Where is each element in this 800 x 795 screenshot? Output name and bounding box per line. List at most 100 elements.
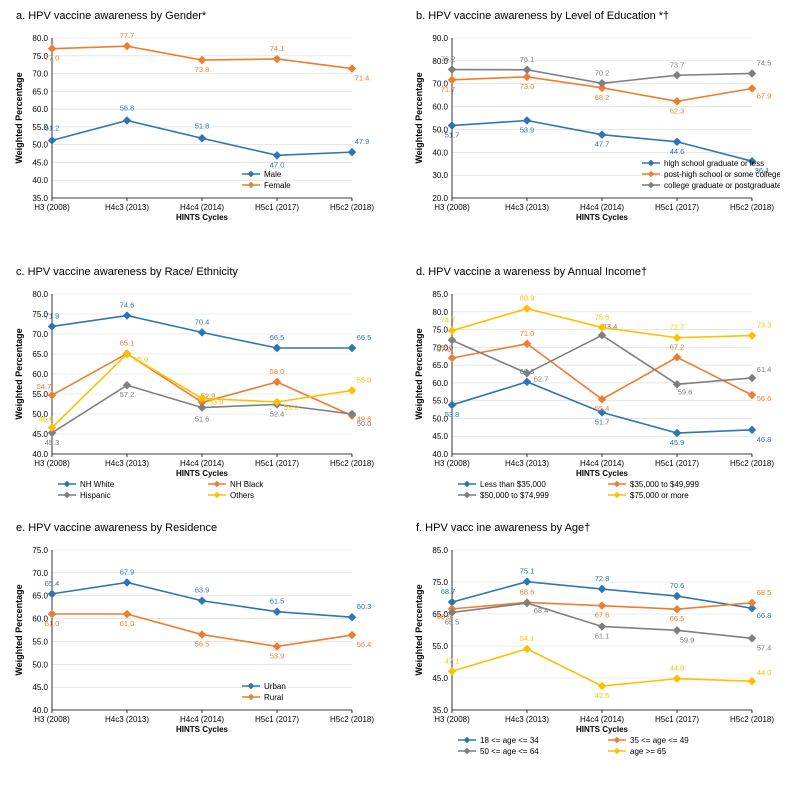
- svg-text:H5c2 (2018): H5c2 (2018): [730, 459, 774, 468]
- svg-text:54.1: 54.1: [520, 634, 535, 643]
- svg-text:45.0: 45.0: [32, 683, 48, 692]
- svg-text:71.0: 71.0: [520, 329, 535, 338]
- svg-text:60.0: 60.0: [32, 370, 48, 379]
- svg-text:71.7: 71.7: [441, 85, 456, 94]
- svg-text:35 <= age <= 49: 35 <= age <= 49: [630, 736, 689, 745]
- svg-text:Hispanic: Hispanic: [80, 491, 111, 500]
- svg-text:40.0: 40.0: [32, 450, 48, 459]
- svg-text:80.9: 80.9: [520, 294, 535, 303]
- svg-text:55.0: 55.0: [432, 397, 448, 406]
- svg-text:30.0: 30.0: [432, 171, 448, 180]
- panel-title-b: b. HPV vaccine awareness by Level of Edu…: [416, 10, 790, 22]
- svg-text:50.0: 50.0: [357, 419, 372, 428]
- svg-text:55.4: 55.4: [595, 404, 610, 413]
- svg-text:H5c1 (2017): H5c1 (2017): [255, 459, 299, 468]
- svg-text:46.8: 46.8: [757, 435, 772, 444]
- svg-text:H5c1 (2017): H5c1 (2017): [655, 715, 699, 724]
- svg-text:40.0: 40.0: [32, 706, 48, 715]
- svg-text:75.0: 75.0: [432, 578, 448, 587]
- chart-a: 35.040.045.050.055.060.065.070.075.080.0…: [10, 26, 380, 256]
- svg-text:65.0: 65.0: [32, 350, 48, 359]
- svg-text:Less than $35,000: Less than $35,000: [480, 480, 546, 489]
- svg-text:55.0: 55.0: [32, 390, 48, 399]
- svg-text:60.0: 60.0: [432, 103, 448, 112]
- svg-text:H5c1 (2017): H5c1 (2017): [655, 459, 699, 468]
- svg-text:62.7: 62.7: [534, 374, 549, 383]
- svg-text:Others: Others: [230, 491, 254, 500]
- svg-text:66.5: 66.5: [270, 333, 285, 342]
- svg-text:70.0: 70.0: [32, 330, 48, 339]
- svg-text:Male: Male: [264, 170, 282, 179]
- svg-text:65.0: 65.0: [32, 87, 48, 96]
- svg-text:Weighted Percentage: Weighted Percentage: [414, 328, 424, 419]
- svg-text:65.5: 65.5: [445, 617, 460, 626]
- svg-text:72.7: 72.7: [670, 323, 685, 332]
- svg-text:HINTS Cycles: HINTS Cycles: [176, 725, 229, 734]
- svg-text:70.0: 70.0: [32, 70, 48, 79]
- svg-text:40.0: 40.0: [32, 176, 48, 185]
- panel-title-f: f. HPV vacc ine awareness by Age†: [416, 522, 790, 534]
- svg-text:56.5: 56.5: [195, 640, 210, 649]
- svg-text:H5c2 (2018): H5c2 (2018): [330, 459, 374, 468]
- svg-text:68.7: 68.7: [441, 587, 456, 596]
- svg-text:44.6: 44.6: [670, 147, 685, 156]
- svg-text:68.4: 68.4: [534, 606, 549, 615]
- svg-text:58.0: 58.0: [270, 367, 285, 376]
- svg-text:H5c2 (2018): H5c2 (2018): [730, 203, 774, 212]
- svg-text:61.0: 61.0: [45, 619, 60, 628]
- svg-text:73.8: 73.8: [195, 65, 210, 74]
- svg-text:$50,000 to $74,999: $50,000 to $74,999: [480, 491, 550, 500]
- svg-text:high school graduate or less: high school graduate or less: [664, 159, 764, 168]
- svg-text:65.0: 65.0: [32, 592, 48, 601]
- svg-text:70.2: 70.2: [595, 68, 610, 77]
- svg-text:45.3: 45.3: [45, 438, 60, 447]
- svg-text:80.0: 80.0: [32, 290, 48, 299]
- svg-text:51.6: 51.6: [195, 415, 210, 424]
- svg-text:74.6: 74.6: [120, 301, 135, 310]
- svg-text:70.6: 70.6: [670, 581, 685, 590]
- svg-text:47.9: 47.9: [355, 137, 370, 146]
- svg-text:H3 (2008): H3 (2008): [434, 203, 470, 212]
- svg-text:20.0: 20.0: [432, 194, 448, 203]
- svg-text:60.0: 60.0: [32, 105, 48, 114]
- svg-text:61.5: 61.5: [270, 597, 285, 606]
- svg-text:post-high school or some colle: post-high school or some college: [664, 170, 780, 179]
- svg-text:H3 (2008): H3 (2008): [34, 459, 70, 468]
- svg-text:74.5: 74.5: [757, 58, 772, 67]
- svg-text:Weighted Percentage: Weighted Percentage: [414, 72, 424, 163]
- svg-text:77.7: 77.7: [120, 31, 135, 40]
- svg-text:90.0: 90.0: [432, 34, 448, 43]
- svg-text:62.3: 62.3: [670, 106, 685, 115]
- svg-text:Weighted Percentage: Weighted Percentage: [14, 584, 24, 675]
- svg-text:35.0: 35.0: [32, 194, 48, 203]
- svg-text:H3 (2008): H3 (2008): [434, 459, 470, 468]
- svg-text:H5c1 (2017): H5c1 (2017): [255, 715, 299, 724]
- svg-text:85.0: 85.0: [432, 290, 448, 299]
- svg-text:67.6: 67.6: [595, 611, 610, 620]
- svg-text:45.0: 45.0: [432, 674, 448, 683]
- svg-text:66.8: 66.8: [757, 611, 772, 620]
- svg-text:75.0: 75.0: [432, 326, 448, 335]
- panel-f: f. HPV vacc ine awareness by Age†35.045.…: [410, 522, 790, 768]
- svg-text:45.0: 45.0: [32, 158, 48, 167]
- svg-text:65.4: 65.4: [45, 579, 60, 588]
- svg-text:44.8: 44.8: [670, 664, 685, 673]
- svg-text:H5c1 (2017): H5c1 (2017): [655, 203, 699, 212]
- svg-text:56.6: 56.6: [757, 394, 772, 403]
- chart-b: 20.030.040.050.060.070.080.090.0H3 (2008…: [410, 26, 780, 256]
- chart-grid: a. HPV vaccine awareness by Gender*35.04…: [10, 10, 790, 768]
- svg-text:75.6: 75.6: [595, 312, 610, 321]
- svg-text:45.9: 45.9: [670, 438, 685, 447]
- svg-text:74.7: 74.7: [441, 316, 456, 325]
- svg-text:53.0: 53.0: [284, 403, 299, 412]
- svg-text:75.0: 75.0: [32, 546, 48, 555]
- svg-text:68.2: 68.2: [595, 93, 610, 102]
- svg-text:61.0: 61.0: [120, 619, 135, 628]
- svg-text:Weighted Percentage: Weighted Percentage: [414, 584, 424, 675]
- svg-text:63.9: 63.9: [195, 586, 210, 595]
- svg-text:HINTS Cycles: HINTS Cycles: [576, 725, 629, 734]
- svg-text:HINTS Cycles: HINTS Cycles: [576, 213, 629, 222]
- svg-text:H4c4 (2014): H4c4 (2014): [180, 203, 224, 212]
- svg-text:40.0: 40.0: [432, 450, 448, 459]
- svg-text:H4c3 (2013): H4c3 (2013): [505, 203, 549, 212]
